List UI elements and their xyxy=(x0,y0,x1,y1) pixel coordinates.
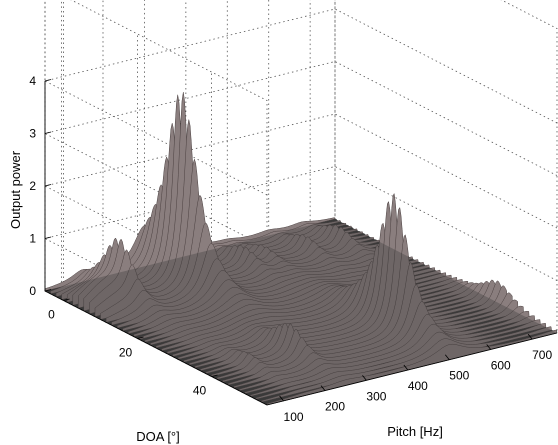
z-tick-label: 3 xyxy=(29,127,36,141)
z-tick-label: 2 xyxy=(29,179,36,193)
x-tick-label: 400 xyxy=(408,379,428,393)
y-axis-label: DOA [°] xyxy=(136,429,180,444)
x-axis-label: Pitch [Hz] xyxy=(387,424,443,439)
x-tick-label: 200 xyxy=(325,400,345,414)
z-axis-label: Output power xyxy=(8,150,23,229)
x-tick-label: 100 xyxy=(284,410,304,424)
x-tick-label: 300 xyxy=(366,389,386,403)
z-tick-label: 4 xyxy=(29,74,36,88)
x-tick-label: 600 xyxy=(491,358,511,372)
y-tick-label: 20 xyxy=(119,346,133,360)
z-tick xyxy=(45,132,51,134)
x-tick-label: 500 xyxy=(449,369,469,383)
z-tick-label: 1 xyxy=(29,232,36,246)
z-tick-label: 0 xyxy=(29,284,36,298)
x-tick-label: 700 xyxy=(532,348,552,362)
z-tick xyxy=(45,237,51,239)
y-tick-label: 40 xyxy=(193,384,207,398)
z-tick xyxy=(45,185,51,187)
y-tick-label: 0 xyxy=(48,308,55,322)
z-tick xyxy=(45,80,51,82)
